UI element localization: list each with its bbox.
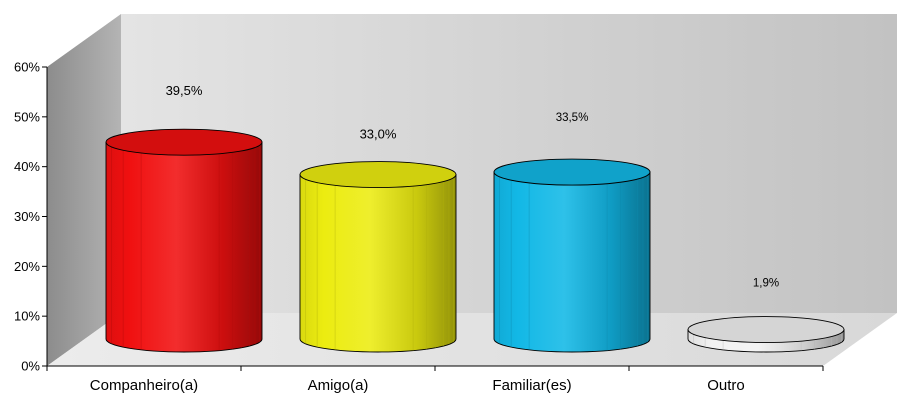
bar [493,158,651,353]
bar-top [687,316,845,343]
x-category-label: Amigo(a) [308,377,369,394]
x-ticks: Companheiro(a) Amigo(a) Familiar(es) Outro [46,366,824,394]
y-tick-label: 40% [14,159,40,174]
x-category-label: Outro [707,377,745,394]
x-category-label: Familiar(es) [492,377,571,394]
data-label: 1,9% [753,278,779,290]
y-tick-label: 30% [14,209,40,224]
bar [687,316,845,353]
x-category-label: Companheiro(a) [90,377,198,394]
y-tick-label: 60% [14,60,40,75]
data-labels: 39,5% 33,0% 33,5% 1,9% [166,83,780,289]
y-tick-label: 0% [21,359,40,374]
y-tick-label: 10% [14,309,40,324]
side-wall [47,14,121,366]
data-label: 33,5% [556,112,589,124]
bar [105,128,263,353]
bar-body [299,174,457,353]
bar-top [493,158,651,186]
bar-top [105,128,263,156]
data-label: 33,0% [360,127,397,142]
bars [105,128,845,353]
bar [299,161,457,353]
y-tick-label: 20% [14,259,40,274]
bar-body [493,171,651,353]
bar-body [105,141,263,353]
bar-top [299,161,457,189]
y-tick-label: 50% [14,109,40,124]
data-label: 39,5% [166,83,203,98]
y-ticks: 0% 10% 20% 30% 40% 50% 60% [14,60,47,374]
